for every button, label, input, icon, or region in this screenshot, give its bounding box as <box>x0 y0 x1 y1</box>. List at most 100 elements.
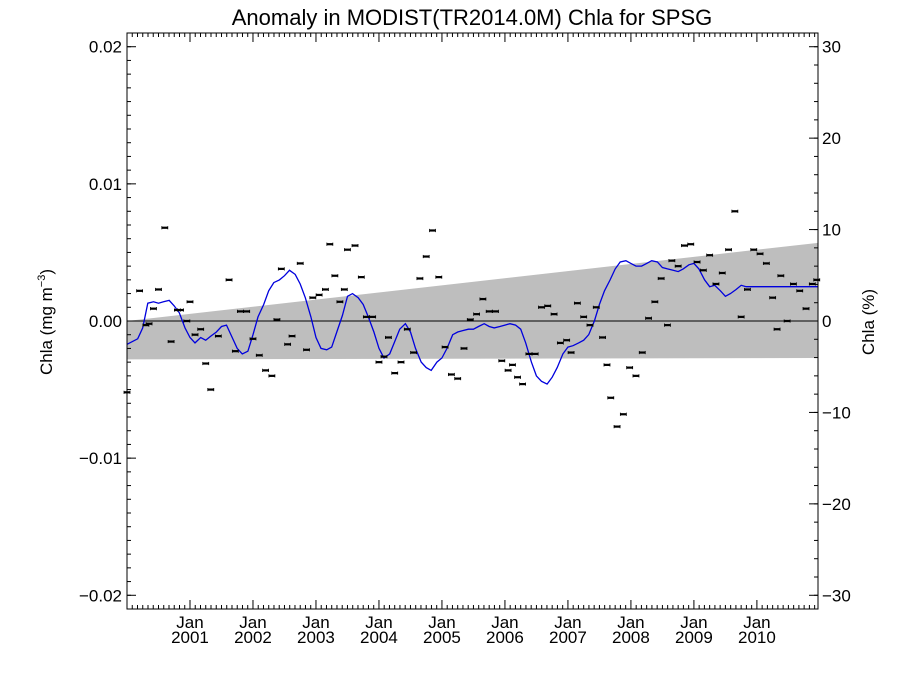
right-tick-label: −10 <box>822 403 851 422</box>
left-tick-label: −0.02 <box>79 586 122 605</box>
x-tick-year: 2004 <box>360 628 398 647</box>
data-point <box>479 297 487 301</box>
data-point <box>249 337 257 341</box>
data-point <box>756 252 764 256</box>
data-point <box>777 274 785 278</box>
x-tick-month: Jan <box>239 613 266 632</box>
data-point <box>385 335 392 340</box>
axes-layer: 0.020.010.00−0.01−0.023020100−10−20−30Ja… <box>79 33 851 647</box>
data-point <box>712 282 720 286</box>
data-point <box>397 360 405 364</box>
x-tick-year: 2010 <box>738 628 776 647</box>
data-point <box>706 253 714 257</box>
data-point <box>632 374 640 378</box>
x-tick-year: 2009 <box>675 628 713 647</box>
data-point <box>613 425 621 429</box>
data-point <box>309 296 317 300</box>
data-point <box>725 248 732 252</box>
data-point <box>186 300 194 304</box>
data-point <box>416 276 424 281</box>
data-point <box>277 267 285 271</box>
data-point <box>422 254 430 259</box>
data-point <box>357 275 365 279</box>
data-point <box>519 382 526 386</box>
data-point <box>466 318 474 322</box>
data-point <box>492 309 499 313</box>
data-point <box>651 300 659 304</box>
data-point <box>664 323 671 327</box>
data-point <box>737 315 745 319</box>
data-point <box>273 318 281 322</box>
data-point <box>243 309 251 313</box>
data-point <box>769 296 777 300</box>
data-point <box>544 304 552 308</box>
data-point <box>380 355 388 359</box>
data-point <box>718 271 726 275</box>
x-tick-month: Jan <box>428 613 455 632</box>
series-line <box>126 260 818 385</box>
x-tick-year: 2001 <box>171 628 209 647</box>
data-point <box>322 287 329 292</box>
data-point <box>391 371 399 375</box>
data-point <box>603 363 611 367</box>
data-point <box>592 305 600 309</box>
x-tick-year: 2002 <box>234 628 272 647</box>
data-point <box>410 350 418 355</box>
data-point <box>645 316 652 320</box>
data-point <box>802 307 810 311</box>
data-point <box>638 350 646 355</box>
data-point <box>599 335 606 340</box>
data-point <box>619 412 627 416</box>
data-point <box>268 374 276 378</box>
data-point <box>303 348 310 352</box>
data-point <box>693 260 701 264</box>
data-point <box>340 287 348 292</box>
chart-title: Anomaly in MODIST(TR2014.0M) Chla for SP… <box>232 5 712 30</box>
data-point <box>296 261 304 265</box>
x-tick-month: Jan <box>554 613 581 632</box>
data-point <box>202 361 210 366</box>
data-point <box>454 377 462 381</box>
x-tick-year: 2006 <box>486 628 524 647</box>
data-point <box>563 338 571 342</box>
data-point <box>331 274 339 278</box>
data-point <box>509 363 516 367</box>
data-point <box>183 319 191 323</box>
series-line-layer <box>126 260 818 385</box>
x-tick-year: 2005 <box>423 628 461 647</box>
data-point <box>744 287 751 292</box>
data-point <box>783 319 791 323</box>
data-point <box>435 275 443 279</box>
left-axis-label-exponent: −3 <box>36 275 48 288</box>
data-point <box>255 353 263 357</box>
right-tick-label: −20 <box>822 495 851 514</box>
data-point <box>315 293 323 297</box>
data-point <box>460 346 468 351</box>
left-tick-label: 0.02 <box>89 38 122 57</box>
right-axis-label: Chla (%) <box>859 289 878 355</box>
data-point <box>351 243 359 248</box>
data-point <box>674 264 682 268</box>
data-point <box>369 315 377 319</box>
data-point <box>167 339 175 344</box>
data-point <box>550 312 558 316</box>
x-tick-month: Jan <box>302 613 329 632</box>
data-point <box>750 248 758 252</box>
data-point <box>790 282 797 286</box>
x-tick-month: Jan <box>617 613 644 632</box>
data-point <box>531 352 539 356</box>
left-tick-label: −0.01 <box>79 449 122 468</box>
data-point <box>207 387 215 392</box>
trend-band <box>127 242 818 360</box>
left-axis-label: Chla (mg m−3) <box>36 269 56 375</box>
data-point <box>155 287 162 292</box>
data-point <box>681 243 688 248</box>
x-tick-year: 2007 <box>549 628 587 647</box>
data-point <box>375 360 383 364</box>
data-point <box>573 301 581 305</box>
data-point <box>214 334 222 338</box>
data-point <box>336 300 344 304</box>
data-point <box>447 372 455 377</box>
data-point <box>145 322 153 326</box>
